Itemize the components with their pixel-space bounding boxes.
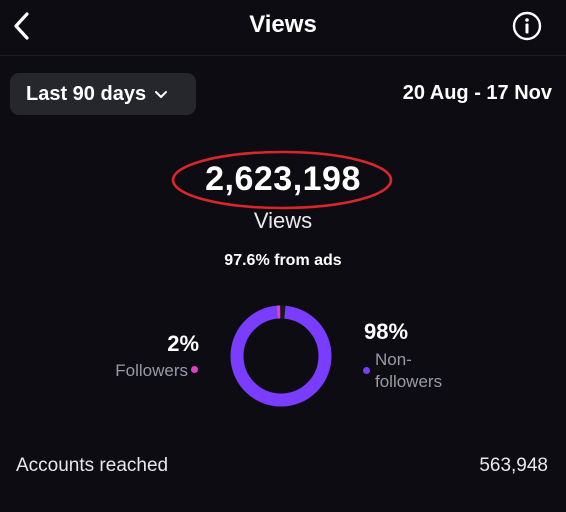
ads-share-text: 97.6% from ads: [224, 252, 342, 269]
page-title: Views: [249, 11, 317, 38]
info-button[interactable]: [512, 11, 542, 41]
chevron-left-icon: [14, 12, 29, 40]
non-followers-label-line-1: Non-: [375, 350, 412, 369]
non-followers-legend-dot: [363, 367, 370, 374]
date-range-dropdown-label: Last 90 days: [26, 82, 147, 105]
info-icon: [512, 11, 542, 41]
followers-label: Followers: [115, 361, 188, 380]
donut-segment-non-followers: [230, 305, 332, 407]
date-range-text: 20 Aug - 17 Nov: [402, 82, 552, 104]
chevron-down-icon: [155, 91, 168, 98]
total-views-value: 2,623,198: [205, 160, 361, 198]
header: Views: [0, 0, 566, 52]
header-divider: [0, 55, 566, 56]
followers-legend-dot: [191, 366, 198, 373]
non-followers-label: Non- followers: [375, 349, 465, 393]
audience-donut-chart: [230, 305, 332, 407]
highlight-annotation: [171, 150, 393, 210]
non-followers-label-line-2: followers: [375, 372, 443, 391]
accounts-reached-value: 563,948: [479, 455, 548, 476]
followers-percent: 2%: [167, 331, 199, 356]
accounts-reached-label: Accounts reached: [16, 455, 169, 476]
total-views-label: Views: [253, 208, 313, 233]
date-range-dropdown[interactable]: Last 90 days: [10, 73, 196, 115]
back-button[interactable]: [8, 8, 38, 44]
non-followers-percent: 98%: [364, 319, 409, 344]
